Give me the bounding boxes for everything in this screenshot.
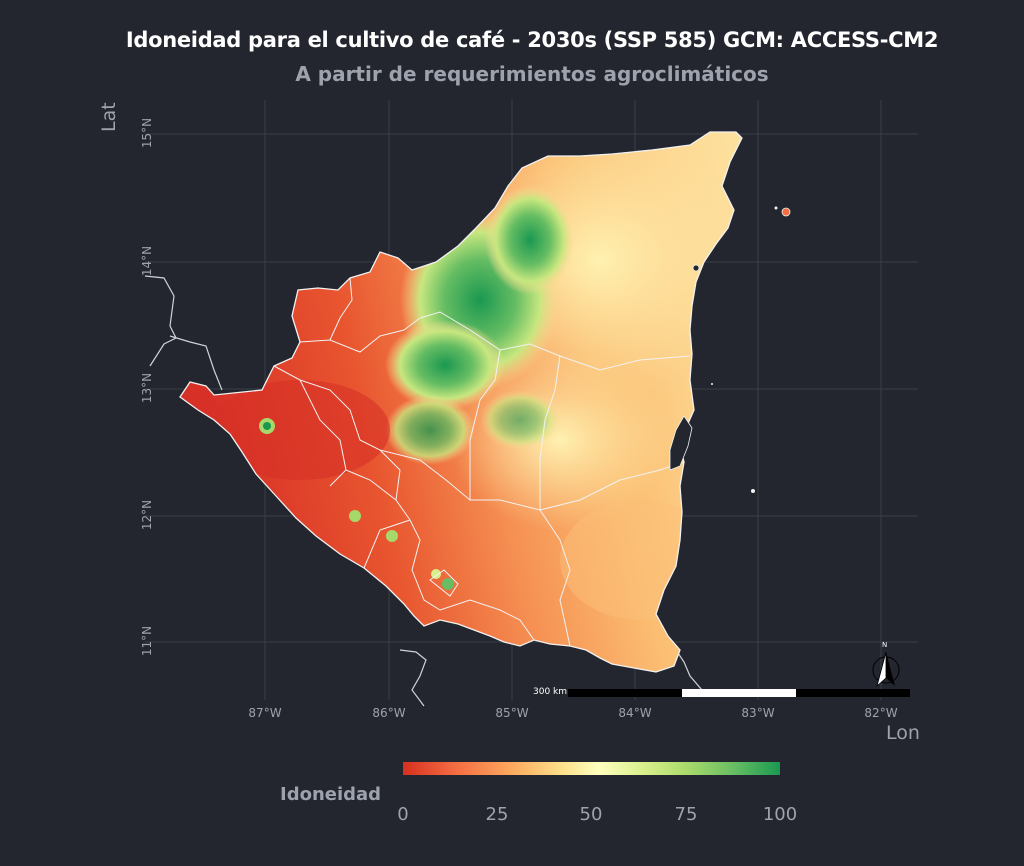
- legend-tick-label: 25: [485, 804, 509, 825]
- y-tick-label: 12°N: [140, 499, 154, 531]
- x-tick-label: 85°W: [495, 706, 529, 720]
- x-tick-label: 87°W: [248, 706, 282, 720]
- x-tick-label: 84°W: [618, 706, 652, 720]
- x-tick-label: 83°W: [741, 706, 775, 720]
- legend-tick-label: 75: [674, 804, 698, 825]
- y-axis-title: Lat: [98, 102, 120, 132]
- legend-tick-label: 50: [579, 804, 603, 825]
- y-tick-label: 13°N: [140, 372, 154, 404]
- lagoons: [669, 264, 700, 471]
- x-tick-label: 82°W: [864, 706, 898, 720]
- map-subtitle: A partir de requerimientos agroclimático…: [295, 62, 769, 86]
- neighbor-borders: [144, 275, 703, 707]
- legend-tick-label: 0: [397, 804, 409, 825]
- x-tick-label: 86°W: [372, 706, 406, 720]
- legend-title: Idoneidad: [280, 784, 382, 805]
- corn-islands: [711, 206, 791, 493]
- scale-bar-label: 300 km: [533, 687, 568, 697]
- y-tick-label: 14°N: [140, 245, 154, 277]
- y-tick-label: 11°N: [140, 625, 154, 657]
- nicaragua-suitability-raster: [180, 132, 742, 672]
- north-arrow-label: N: [882, 641, 888, 649]
- x-axis-title: Lon: [886, 722, 920, 744]
- map-title: Idoneidad para el cultivo de café - 2030…: [125, 28, 939, 52]
- y-tick-label: 15°N: [140, 117, 154, 149]
- scale-bar: [568, 689, 910, 697]
- department-boundaries: [179, 131, 743, 673]
- north-arrow-icon: [872, 651, 900, 688]
- legend-colorbar: [403, 762, 780, 775]
- legend-tick-label: 100: [762, 804, 798, 825]
